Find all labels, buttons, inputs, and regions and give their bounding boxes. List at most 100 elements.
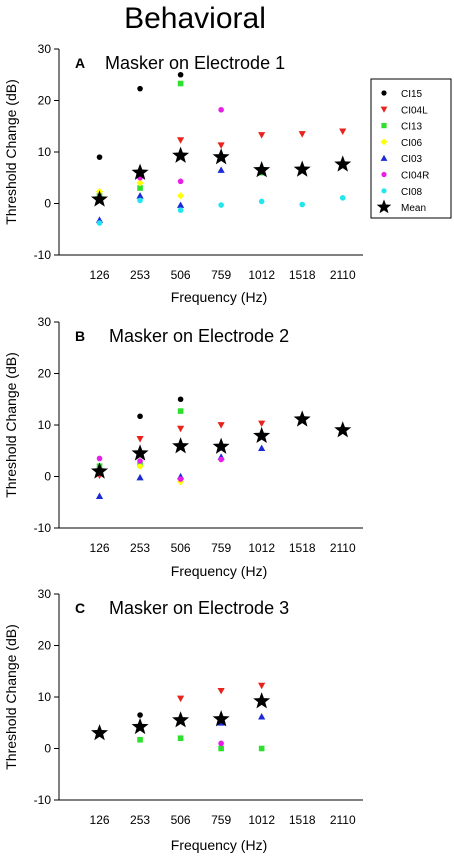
legend-marker xyxy=(381,123,387,129)
y-tick-label: 30 xyxy=(38,42,52,56)
panel-a: -10 0 10 20 30 126 253 506 759 1012 1518 2110 A Maske… xyxy=(3,42,363,305)
series-ci13 xyxy=(137,735,265,752)
mean-star-marker xyxy=(91,190,109,207)
legend-marker xyxy=(381,171,387,178)
data-point xyxy=(137,85,143,92)
x-tick-label: 1518 xyxy=(289,813,316,827)
y-tick-label: -10 xyxy=(34,793,52,807)
legend-box xyxy=(370,78,452,219)
figure-title: Behavioral xyxy=(124,2,266,35)
data-point xyxy=(217,687,225,695)
mean-star-marker xyxy=(293,410,311,427)
data-point xyxy=(177,408,184,414)
data-point xyxy=(137,185,143,191)
data-point xyxy=(339,195,346,201)
data-point xyxy=(218,202,224,208)
x-tick-label: 253 xyxy=(130,541,150,555)
data-point xyxy=(177,201,185,208)
y-tick-label: 10 xyxy=(38,418,52,432)
data-point xyxy=(177,137,185,144)
panel-letter: A xyxy=(75,55,85,71)
data-point xyxy=(136,473,144,481)
y-axis-label: Threshold Change (dB) xyxy=(3,624,19,770)
mean-star-marker xyxy=(334,421,352,438)
y-tick-label: 30 xyxy=(38,587,52,601)
mean-star-marker xyxy=(334,155,352,172)
x-tick-label: 126 xyxy=(90,541,110,555)
x-tick-label: 759 xyxy=(211,813,231,827)
legend-label: CI08 xyxy=(401,187,423,198)
mean-star-marker xyxy=(172,146,190,163)
data-point xyxy=(96,220,103,226)
data-point xyxy=(136,436,144,443)
x-tick-label: 506 xyxy=(171,541,191,555)
legend-label: CI03 xyxy=(401,154,423,165)
mean-star-marker xyxy=(212,710,230,727)
x-tick-label: 506 xyxy=(171,268,191,282)
chart-panels: -10 0 10 20 30 126 253 506 759 1012 1518 2110 A Maske… xyxy=(3,42,363,853)
data-point xyxy=(177,71,184,78)
legend-marker xyxy=(381,90,387,96)
y-tick-label: -10 xyxy=(34,248,52,262)
data-point xyxy=(96,455,103,462)
data-point xyxy=(258,420,266,428)
data-point xyxy=(218,740,224,747)
mean-star-marker xyxy=(91,724,109,741)
data-point xyxy=(217,166,225,173)
data-point xyxy=(258,132,266,139)
mean-star-marker xyxy=(253,692,271,709)
data-point xyxy=(136,462,144,470)
data-point xyxy=(177,207,184,213)
series-ci15 xyxy=(137,712,143,718)
data-point xyxy=(136,192,144,199)
data-point xyxy=(218,106,224,113)
series-ci15 xyxy=(96,71,184,160)
data-point xyxy=(136,179,144,187)
x-axis-label: Frequency (Hz) xyxy=(171,289,267,305)
y-tick-label: 0 xyxy=(44,470,51,484)
series-ci03 xyxy=(95,444,266,499)
panel-title: Masker on Electrode 2 xyxy=(109,326,289,346)
data-point xyxy=(177,425,185,433)
legend-marker xyxy=(381,188,387,194)
data-point xyxy=(298,131,306,138)
series-ci04r xyxy=(96,455,224,482)
mean-star-marker xyxy=(131,163,149,180)
x-tick-label: 253 xyxy=(130,813,150,827)
mean-star-marker xyxy=(172,437,190,454)
data-point xyxy=(177,192,185,200)
y-axis-label: Threshold Change (dB) xyxy=(3,79,19,225)
panel-title: Masker on Electrode 1 xyxy=(105,53,285,73)
series-mean xyxy=(91,410,352,479)
data-point xyxy=(258,712,266,720)
data-point xyxy=(258,444,266,452)
x-tick-label: 126 xyxy=(90,268,110,282)
mean-star-marker xyxy=(172,711,190,728)
panel-title: Masker on Electrode 3 xyxy=(109,598,289,618)
x-tick-label: 759 xyxy=(211,541,231,555)
data-point xyxy=(177,178,184,185)
series-mean xyxy=(91,692,271,741)
series-ci15 xyxy=(137,396,184,420)
series-ci04r xyxy=(137,106,224,185)
series-ci04r xyxy=(218,740,224,747)
legend-label: CI06 xyxy=(401,138,423,149)
x-axis-label: Frequency (Hz) xyxy=(171,563,267,579)
panel-letter: B xyxy=(75,328,85,344)
x-tick-label: 506 xyxy=(171,813,191,827)
y-tick-label: 30 xyxy=(38,315,52,329)
mean-star-marker xyxy=(212,437,230,454)
legend-marker xyxy=(376,199,392,214)
legend-item: Mean xyxy=(376,199,426,214)
series-ci06 xyxy=(136,462,185,486)
data-point xyxy=(177,695,185,703)
legend-marker xyxy=(380,154,388,161)
x-tick-label: 2110 xyxy=(330,813,356,827)
legend-marker xyxy=(380,138,388,146)
x-tick-label: 759 xyxy=(211,268,231,282)
data-point xyxy=(258,198,265,205)
legend-item: CI13 xyxy=(381,122,423,133)
data-point xyxy=(339,128,347,135)
legend-label: CI13 xyxy=(401,122,423,133)
data-point xyxy=(137,736,143,743)
